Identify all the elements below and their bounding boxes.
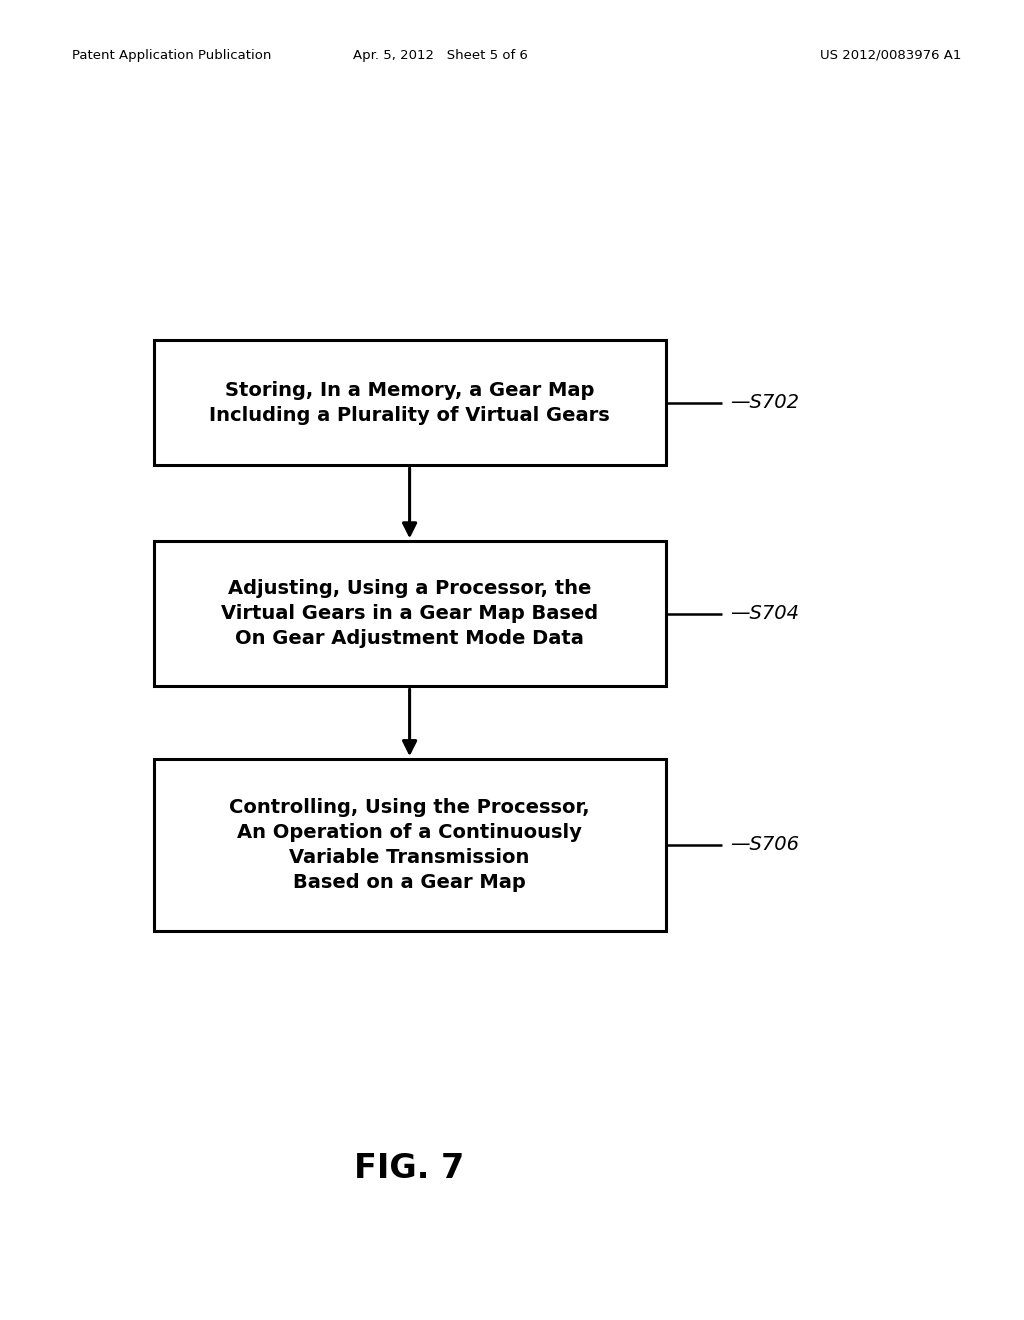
Text: Patent Application Publication: Patent Application Publication	[72, 49, 271, 62]
Text: —S702: —S702	[730, 393, 799, 412]
Text: —S704: —S704	[730, 605, 799, 623]
Text: Apr. 5, 2012   Sheet 5 of 6: Apr. 5, 2012 Sheet 5 of 6	[353, 49, 527, 62]
Text: US 2012/0083976 A1: US 2012/0083976 A1	[820, 49, 962, 62]
Text: FIG. 7: FIG. 7	[354, 1151, 465, 1185]
FancyBboxPatch shape	[154, 759, 666, 931]
Text: Controlling, Using the Processor,
An Operation of a Continuously
Variable Transm: Controlling, Using the Processor, An Ope…	[229, 797, 590, 892]
Text: Storing, In a Memory, a Gear Map
Including a Plurality of Virtual Gears: Storing, In a Memory, a Gear Map Includi…	[209, 380, 610, 425]
Text: —S706: —S706	[730, 836, 799, 854]
Text: Adjusting, Using a Processor, the
Virtual Gears in a Gear Map Based
On Gear Adju: Adjusting, Using a Processor, the Virtua…	[221, 579, 598, 648]
FancyBboxPatch shape	[154, 541, 666, 686]
FancyBboxPatch shape	[154, 341, 666, 466]
